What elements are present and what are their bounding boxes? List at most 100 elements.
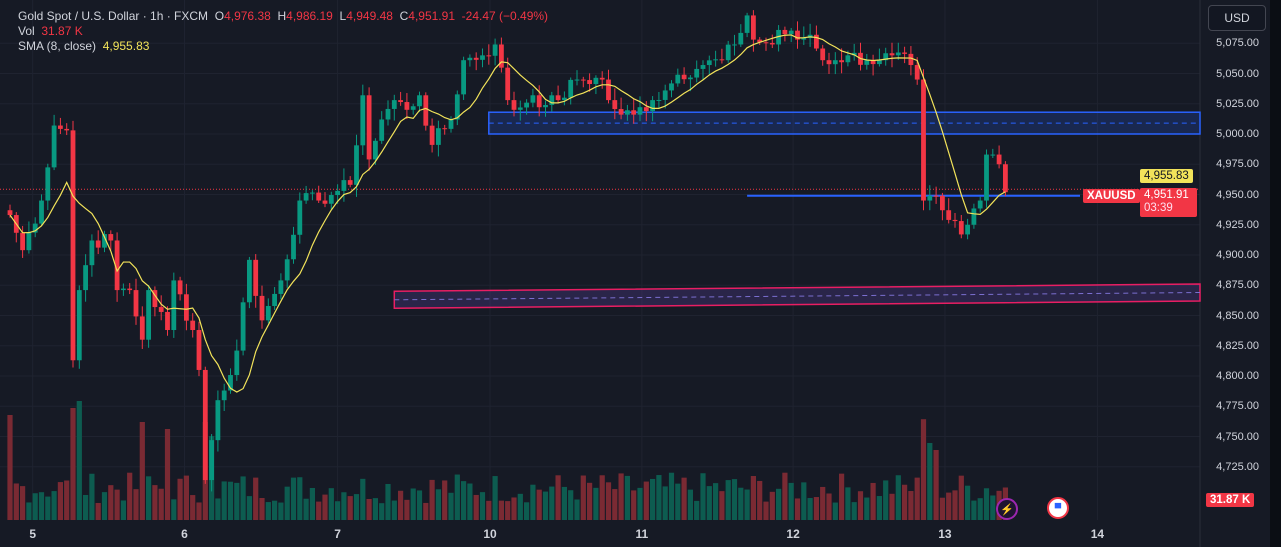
volume-bar xyxy=(587,482,593,520)
sma-label[interactable]: SMA (8, close) xyxy=(18,39,97,53)
volume-bar xyxy=(807,498,813,520)
volume-bar xyxy=(505,501,511,520)
volume-bar xyxy=(284,486,290,520)
volume-bar xyxy=(977,498,983,520)
candle-body xyxy=(669,83,674,91)
volume-bar xyxy=(57,482,63,520)
volume-bar xyxy=(101,492,108,520)
candle-body xyxy=(253,259,259,296)
candle-body xyxy=(133,290,139,317)
candle-body xyxy=(76,290,82,361)
close-value: 4,951.91 xyxy=(408,9,455,23)
candle-body xyxy=(32,223,38,233)
volume-bar xyxy=(599,475,605,520)
candle-body xyxy=(719,59,725,61)
candle-body xyxy=(820,48,826,61)
volume-bar xyxy=(316,501,322,520)
time-tick-label: 5 xyxy=(29,527,37,541)
volume-bar xyxy=(454,474,460,520)
candle-body xyxy=(335,190,340,196)
candle-body xyxy=(209,440,214,481)
candle-body xyxy=(492,44,498,56)
candle-body xyxy=(877,60,882,65)
volume-bar xyxy=(486,500,492,520)
last-price: 4,951.91 xyxy=(1144,189,1189,201)
candle-body xyxy=(511,100,517,110)
candle-body xyxy=(637,107,643,115)
volume-bar xyxy=(196,502,202,520)
candle-body xyxy=(139,316,145,340)
volume-bar xyxy=(76,401,82,520)
volume-bar xyxy=(662,486,668,520)
candle-body xyxy=(574,79,580,81)
price-tick-label: 4,975.00 xyxy=(1216,158,1259,171)
volume-bar xyxy=(70,408,76,520)
candle-body xyxy=(839,60,844,63)
volume-bar xyxy=(776,488,782,520)
volume-bar xyxy=(120,500,126,520)
candle-body xyxy=(832,60,838,65)
volume-bar xyxy=(990,495,996,520)
candle-body xyxy=(700,65,706,69)
candle-body xyxy=(272,293,277,307)
candle-body xyxy=(83,265,88,291)
candle-body xyxy=(631,110,637,115)
candle-body xyxy=(284,259,290,281)
volume-bar xyxy=(240,476,246,520)
candle-body xyxy=(39,200,44,224)
volume-bar xyxy=(876,496,882,520)
volume-bar xyxy=(593,487,599,520)
price-tick-label: 4,850.00 xyxy=(1216,309,1259,322)
candle-body xyxy=(946,210,952,220)
candle-body xyxy=(158,307,164,312)
volume-bar xyxy=(826,493,832,520)
candle-body xyxy=(990,154,996,156)
volume-bar xyxy=(253,477,259,520)
candle-body xyxy=(933,195,939,197)
lightning-event-icon[interactable]: ⚡ xyxy=(996,498,1018,520)
high-value: 4,986.19 xyxy=(286,9,333,23)
volume-bar xyxy=(158,488,164,520)
us-flag-event-icon[interactable]: ▀ xyxy=(1047,497,1069,519)
volume-bar xyxy=(864,497,870,520)
symbol-title[interactable]: Gold Spot / U.S. Dollar · 1h · FXCM xyxy=(18,9,209,23)
candle-body xyxy=(461,60,466,95)
volume-bar xyxy=(612,489,618,520)
candle-body xyxy=(221,390,227,401)
volume-bar xyxy=(851,502,857,520)
vol-label[interactable]: Vol xyxy=(18,24,35,38)
candle-body xyxy=(776,29,781,45)
candle-body xyxy=(984,154,989,201)
volume-bar xyxy=(958,475,964,520)
candle-body xyxy=(656,99,662,101)
volume-bar xyxy=(32,493,38,520)
volume-bar xyxy=(857,491,864,520)
low-value: 4,949.48 xyxy=(346,9,393,23)
volume-bar xyxy=(492,476,498,520)
volume-bar xyxy=(26,502,32,520)
volume-bar xyxy=(379,503,385,520)
candle-body xyxy=(524,102,529,108)
candle-body xyxy=(599,77,605,80)
candle-body xyxy=(618,109,624,115)
candle-body xyxy=(505,67,511,101)
currency-button[interactable]: USD xyxy=(1208,5,1266,31)
right-edge xyxy=(1270,0,1281,547)
volume-bar xyxy=(215,498,221,520)
time-tick-label: 13 xyxy=(938,527,952,541)
volume-bar xyxy=(536,489,542,520)
volume-bar xyxy=(650,478,656,520)
volume-bar xyxy=(416,490,423,520)
candle-body xyxy=(568,79,574,98)
volume-bar xyxy=(725,480,731,520)
candle-body xyxy=(297,200,303,235)
candle-body xyxy=(354,145,359,185)
candle-body xyxy=(562,97,567,101)
volume-bar xyxy=(467,483,473,520)
candle-body xyxy=(681,74,687,80)
time-tick-label: 12 xyxy=(786,527,800,541)
volume-bar xyxy=(549,486,555,520)
volume-bar xyxy=(108,485,114,520)
volume-bar xyxy=(442,480,448,520)
